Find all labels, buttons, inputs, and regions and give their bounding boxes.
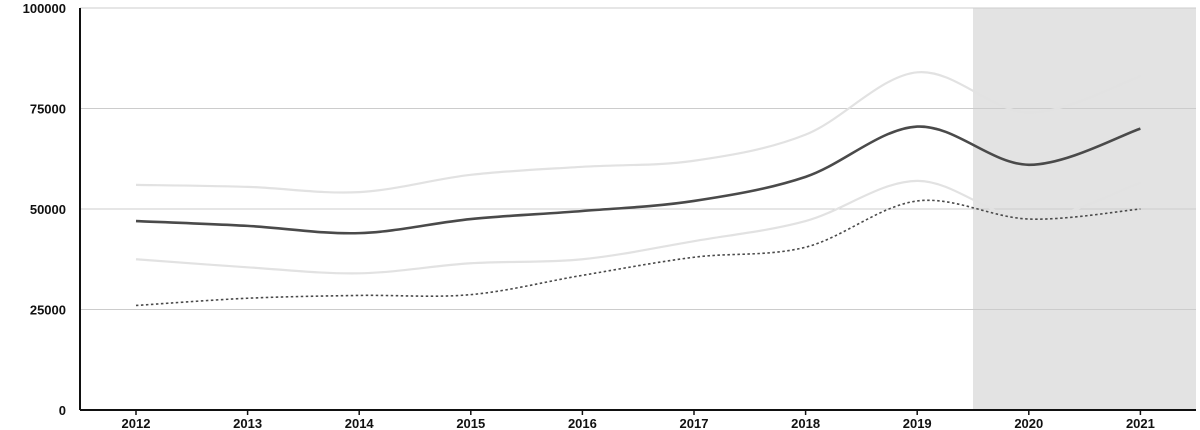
x-tick-label: 2014 (345, 416, 375, 430)
y-tick-label: 0 (59, 403, 66, 418)
x-tick-label: 2017 (680, 416, 709, 430)
y-tick-labels: 0 25000 50000 75000 100000 (23, 1, 66, 418)
series-line-main (135, 125, 1141, 235)
x-tick-label: 2020 (1014, 416, 1043, 430)
x-tick-label: 2021 (1126, 416, 1155, 430)
x-tick-label: 2013 (233, 416, 262, 430)
x-tick-labels: 2012 2013 2014 2015 2016 2017 2018 2019 2020 2021 (122, 410, 1155, 430)
series-line-lower-band (135, 179, 1141, 275)
series-line-dotted (135, 199, 1141, 307)
y-tick-label: 75000 (30, 102, 66, 117)
x-tick-label: 2018 (791, 416, 820, 430)
x-tick-label: 2019 (903, 416, 932, 430)
x-tick-label: 2016 (568, 416, 597, 430)
y-tick-label: 50000 (30, 202, 66, 217)
x-tick-label: 2015 (456, 416, 485, 430)
y-tick-label: 100000 (23, 1, 66, 16)
y-tick-label: 25000 (30, 303, 66, 318)
x-tick-label: 2012 (122, 416, 151, 430)
series-line-upper-band (135, 71, 1141, 194)
series-group (135, 71, 1141, 307)
